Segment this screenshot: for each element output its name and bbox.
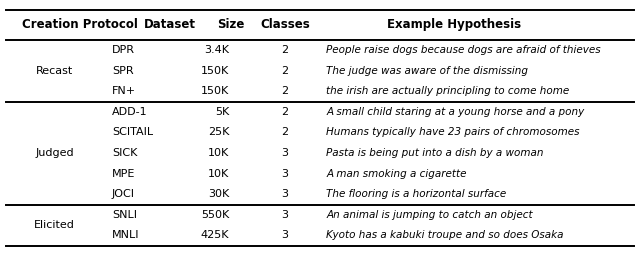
Text: Size: Size	[217, 18, 244, 31]
Text: ADD-1: ADD-1	[112, 107, 148, 117]
Text: The judge was aware of the dismissing: The judge was aware of the dismissing	[326, 66, 529, 76]
Text: 425K: 425K	[200, 230, 229, 240]
Text: 2: 2	[281, 107, 289, 117]
Text: An animal is jumping to catch an object: An animal is jumping to catch an object	[326, 210, 533, 220]
Text: Pasta is being put into a dish by a woman: Pasta is being put into a dish by a woma…	[326, 148, 544, 158]
Text: FN+: FN+	[112, 86, 136, 96]
Text: the irish are actually principling to come home: the irish are actually principling to co…	[326, 86, 570, 96]
Text: 25K: 25K	[208, 127, 229, 137]
Text: The flooring is a horizontal surface: The flooring is a horizontal surface	[326, 189, 507, 199]
Text: 2: 2	[281, 45, 289, 55]
Text: 3: 3	[282, 169, 288, 179]
Text: SPR: SPR	[112, 66, 134, 76]
Text: DPR: DPR	[112, 45, 135, 55]
Text: Classes: Classes	[260, 18, 310, 31]
Text: SICK: SICK	[112, 148, 138, 158]
Text: 550K: 550K	[201, 210, 229, 220]
Text: Kyoto has a kabuki troupe and so does Osaka: Kyoto has a kabuki troupe and so does Os…	[326, 230, 564, 240]
Text: 2: 2	[281, 86, 289, 96]
Text: 150K: 150K	[201, 86, 229, 96]
Text: 5K: 5K	[215, 107, 229, 117]
Text: 2: 2	[281, 127, 289, 137]
Text: MPE: MPE	[112, 169, 136, 179]
Text: SCITAIL: SCITAIL	[112, 127, 153, 137]
Text: SNLI: SNLI	[112, 210, 137, 220]
Text: Elicited: Elicited	[34, 220, 75, 230]
Text: Example Hypothesis: Example Hypothesis	[387, 18, 522, 31]
Text: Judged: Judged	[35, 148, 74, 158]
Text: Creation Protocol: Creation Protocol	[22, 18, 138, 31]
Text: JOCI: JOCI	[112, 189, 135, 199]
Text: 150K: 150K	[201, 66, 229, 76]
Text: Dataset: Dataset	[143, 18, 196, 31]
Text: Recast: Recast	[36, 66, 73, 76]
Text: 10K: 10K	[208, 169, 229, 179]
Text: 3: 3	[282, 189, 288, 199]
Text: 3.4K: 3.4K	[204, 45, 229, 55]
Text: People raise dogs because dogs are afraid of thieves: People raise dogs because dogs are afrai…	[326, 45, 601, 55]
Text: 3: 3	[282, 230, 288, 240]
Text: 10K: 10K	[208, 148, 229, 158]
Text: A man smoking a cigarette: A man smoking a cigarette	[326, 169, 467, 179]
Text: 2: 2	[281, 66, 289, 76]
Text: 30K: 30K	[208, 189, 229, 199]
Text: Humans typically have 23 pairs of chromosomes: Humans typically have 23 pairs of chromo…	[326, 127, 580, 137]
Text: 3: 3	[282, 148, 288, 158]
Text: A small child staring at a young horse and a pony: A small child staring at a young horse a…	[326, 107, 585, 117]
Text: 3: 3	[282, 210, 288, 220]
Text: MNLI: MNLI	[112, 230, 140, 240]
